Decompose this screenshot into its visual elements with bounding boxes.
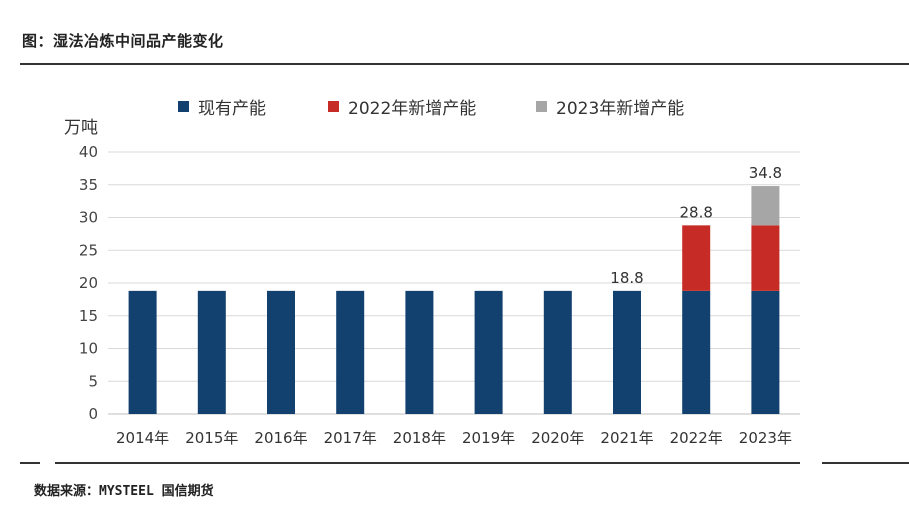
bar-segment-existing [197,290,226,414]
x-tick-label: 2021年 [600,429,653,447]
x-tick-label: 2015年 [185,429,238,447]
bar-segment-existing [543,290,572,414]
data-label: 28.8 [679,203,712,221]
y-tick-label: 30 [79,209,98,227]
legend-label-2022-addition: 2022年新增产能 [348,99,477,119]
y-tick-label: 5 [88,372,98,390]
bar-segment-existing [405,290,434,414]
bar-segment-existing [128,290,157,414]
bottom-rule-gap-right [800,462,822,464]
y-tick-label: 15 [79,307,98,325]
y-axis-ticks: 0 5 10 15 20 25 30 35 40 [79,143,98,423]
y-tick-label: 20 [79,274,98,292]
y-tick-label: 10 [79,340,98,358]
top-rule [20,63,909,65]
x-tick-label: 2023年 [739,429,792,447]
bottom-rule-gap-left [40,462,55,464]
x-axis-labels: 2014年 2015年 2016年 2017年 2018年 2019年 2020年 2021年… [116,429,792,447]
data-label: 18.8 [610,269,643,287]
x-tick-label: 2016年 [254,429,307,447]
legend-item-2023-addition: 2023年新增产能 [536,94,684,119]
source-note: 数据来源：MYSTEEL 国信期货 [34,484,214,499]
bar-segment-existing [613,290,641,414]
bar-segment-existing [682,290,711,414]
bar-segment-existing [474,290,503,414]
legend-swatch-existing [178,101,189,112]
y-axis-unit-label: 万吨 [64,118,98,138]
bar-segment-existing [267,290,295,414]
legend-item-2022-addition: 2022年新增产能 [328,94,476,119]
x-tick-label: 2022年 [670,429,723,447]
legend-label-2023-addition: 2023年新增产能 [556,99,685,119]
x-tick-label: 2020年 [531,429,584,447]
data-label: 34.8 [749,164,782,182]
bar-segment-existing [336,290,365,414]
bar-segment-add-2022 [751,225,780,291]
x-tick-label: 2014年 [116,429,169,447]
bars [128,186,780,414]
x-tick-label: 2019年 [462,429,515,447]
y-tick-label: 25 [79,241,98,259]
legend-swatch-2022-addition [328,101,339,112]
x-tick-label: 2018年 [393,429,446,447]
bar-segment-add-2023 [751,186,780,226]
bar-segment-add-2022 [682,225,711,291]
chart-legend: 现有产能 2022年新增产能 2023年新增产能 [0,94,909,119]
data-labels: 18.8 28.8 34.8 [610,164,782,287]
figure-title: 图：湿法冶炼中间品产能变化 [22,32,224,50]
bar-segment-existing [751,290,780,414]
bottom-rule [20,462,909,464]
y-tick-label: 0 [88,405,98,423]
legend-label-existing: 现有产能 [198,99,266,119]
legend-swatch-2023-addition [536,101,547,112]
y-tick-label: 40 [79,143,98,161]
legend-item-existing: 现有产能 [178,94,266,119]
x-tick-label: 2017年 [324,429,377,447]
y-tick-label: 35 [79,176,98,194]
